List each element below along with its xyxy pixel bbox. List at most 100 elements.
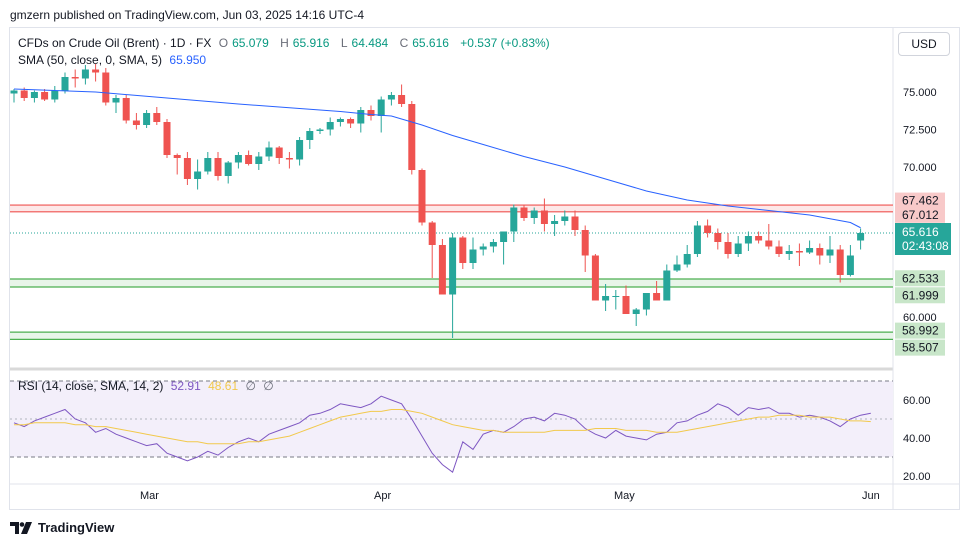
price-tick-label: 70.000 [903,162,937,174]
time-axis-label: Jun [862,490,880,502]
candle-body [204,158,212,172]
candle-body [255,156,263,164]
candle-body [836,249,844,275]
candle-body [622,296,630,314]
candle-body [846,255,854,275]
candle-body [714,233,722,242]
candle-body [438,245,446,295]
candle-body [71,77,79,79]
candle-body [234,155,242,163]
candle-body [214,158,222,176]
candle-body [51,90,59,100]
candle-body [683,254,691,265]
candle-body [591,255,599,301]
countdown-label: 02:43:08 [902,239,949,253]
rsi-tick-label: 60.00 [903,395,931,407]
level-label-r2: 67.012 [902,208,939,222]
candle-body [132,120,140,125]
level-label-s1: 62.533 [902,271,939,285]
candle-body [245,155,253,164]
candle-body [102,72,110,103]
candle-body [265,147,273,157]
candle-body [336,119,344,122]
candle-body [642,293,650,310]
candle-body [367,110,375,116]
time-axis-label: Apr [374,490,391,502]
candle-body [173,155,181,158]
current-price-label: 65.616 [902,225,939,239]
candle-body [30,92,38,98]
candle-body [540,210,548,224]
candle-body [806,248,814,253]
candle-body [143,113,151,125]
candle-body [61,77,69,91]
candle-body [785,251,793,254]
candle-body [581,230,589,256]
price-tick-label: 72.500 [903,125,937,137]
rsi-tick-label: 40.00 [903,433,931,445]
candle-body [275,147,283,158]
candle-body [571,216,579,230]
candle-body [816,248,824,256]
candle-body [316,129,324,131]
candle-body [224,162,232,176]
time-axis-label: May [614,490,635,502]
change-value: +0.537 (+0.83%) [460,36,550,50]
candle-body [20,90,28,98]
price-tick-label: 75.000 [903,87,937,99]
candle-body [459,237,467,263]
level-label-s4-bg [895,339,945,356]
ohlc-legend: CFDs on Crude Oil (Brent) · 1D · FX O 65.… [18,36,550,50]
level-label-s3: 58.992 [902,324,939,338]
tradingview-logo[interactable]: TradingView [10,520,114,535]
brand-name: TradingView [38,520,115,535]
rsi-label: RSI (14, close, SMA, 14, 2) [18,379,164,393]
open-value: 65.079 [232,36,269,50]
candle-body [693,225,701,254]
candle-body [734,243,742,254]
current-price-box [895,223,951,255]
currency-button[interactable]: USD [898,32,950,56]
candle-body [520,207,528,218]
level-label-s2: 61.999 [902,288,939,302]
candle-body [673,264,681,271]
candle-body [704,225,712,233]
candle-body [602,296,610,301]
candle-body [41,92,49,100]
level-label-r1-bg [895,192,945,209]
high-value: 65.916 [292,36,330,50]
rsi-legend: RSI (14, close, SMA, 14, 2) 52.91 48.61 … [18,379,274,393]
candle-body [92,69,100,73]
candle-body [81,69,89,79]
candle-body [408,104,416,170]
candle-body [632,309,640,314]
symbol-title: CFDs on Crude Oil (Brent) · 1D · FX [18,36,212,50]
candle-body [387,95,395,100]
candle-body [826,249,834,256]
candle-body [857,233,865,241]
level-label-r1: 67.462 [902,194,939,208]
candle-body [653,293,661,301]
candle-body [765,240,773,247]
close-value: 65.616 [412,36,449,50]
candle-body [163,122,171,155]
rsi-sma-line [14,409,871,445]
candle-body [194,171,202,179]
candle-body [775,246,783,254]
candle-body [326,122,334,130]
candle-body [183,158,191,179]
rsi-sma-value: 48.61 [208,379,239,393]
candle-body [122,98,130,121]
candle-body [551,221,559,224]
candle-body [285,158,293,160]
candle-body [744,236,752,244]
candle-body [755,236,763,241]
candle-body [561,216,569,221]
sma-label: SMA (50, close, 0, SMA, 5) [18,53,163,67]
sma50-line [13,88,861,229]
rsi-value: 52.91 [170,379,201,393]
level-label-r2-bg [895,206,945,223]
time-axis-label: Mar [140,490,159,502]
rsi-tick-label: 20.00 [903,471,931,483]
